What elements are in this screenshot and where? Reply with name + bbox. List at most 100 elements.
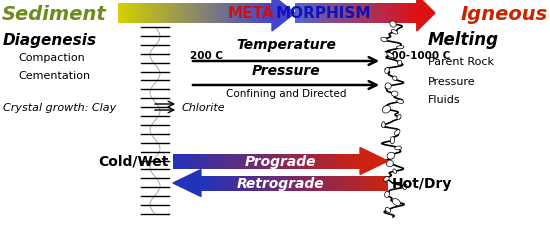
Bar [131,4,133,24]
Bar [243,154,245,169]
Bar [306,4,307,24]
Bar [176,4,177,24]
Bar [244,176,246,191]
Bar [340,154,342,169]
Bar [270,154,272,169]
Bar [352,4,353,24]
Bar [343,4,344,24]
Bar [354,176,355,191]
Ellipse shape [387,53,394,59]
Bar [380,4,382,24]
Bar [386,176,388,191]
Bar [138,4,139,24]
Bar [241,4,243,24]
Bar [320,4,322,24]
Bar [358,4,359,24]
Bar [270,176,271,191]
Bar [271,4,272,24]
Bar [310,154,312,169]
Bar [224,4,226,24]
Bar [345,4,346,24]
Bar [184,154,186,169]
Bar [320,154,321,169]
Bar [352,176,354,191]
Bar [263,176,265,191]
Bar [258,176,260,191]
Bar [220,154,222,169]
Bar [340,4,342,24]
Bar [174,154,177,169]
Bar [181,154,183,169]
Bar [338,154,340,169]
Bar [341,176,343,191]
Bar [157,4,158,24]
Bar [181,4,183,24]
Bar [294,176,296,191]
Bar [184,4,185,24]
Bar [231,4,233,24]
Bar [381,4,383,24]
Bar [188,4,189,24]
Bar [303,4,305,24]
Bar [296,176,298,191]
Text: 700-1000 C: 700-1000 C [384,51,450,61]
Bar [259,4,261,24]
Bar [201,176,202,191]
Bar [273,154,274,169]
Bar [139,4,140,24]
Bar [271,154,273,169]
Bar [172,4,173,24]
Bar [327,154,329,169]
Bar [382,176,383,191]
Bar [404,4,405,24]
Bar [195,4,196,24]
Text: Retrograde: Retrograde [236,176,324,190]
Bar [388,4,390,24]
Bar [305,154,307,169]
Bar [213,154,216,169]
Bar [314,4,316,24]
Bar [257,176,258,191]
Bar [380,176,382,191]
Bar [314,4,315,24]
Bar [302,4,304,24]
Bar [280,176,282,191]
Bar [355,154,358,169]
Bar [189,4,190,24]
Bar [219,4,221,24]
Bar [298,154,300,169]
Bar [218,154,220,169]
Bar [128,4,130,24]
Polygon shape [173,170,201,197]
Bar [209,154,211,169]
Bar [207,4,208,24]
Bar [214,176,217,191]
Bar [209,4,211,24]
Bar [326,176,327,191]
Bar [161,4,162,24]
Bar [192,4,194,24]
Text: Melting: Melting [428,31,499,49]
Text: Fluids: Fluids [428,95,461,105]
Bar [371,176,372,191]
Ellipse shape [397,115,401,120]
Bar [127,4,129,24]
Bar [356,176,359,191]
Bar [249,154,251,169]
Bar [330,176,332,191]
Bar [218,4,219,24]
Bar [257,4,258,24]
Bar [260,154,262,169]
Bar [130,4,131,24]
Polygon shape [417,0,435,32]
Text: Sediment: Sediment [2,5,107,23]
Bar [317,176,320,191]
Bar [150,4,152,24]
Bar [382,4,383,24]
Bar [408,4,409,24]
Bar [346,4,348,24]
Bar [261,176,263,191]
Bar [406,4,408,24]
Bar [378,4,380,24]
Bar [187,154,189,169]
